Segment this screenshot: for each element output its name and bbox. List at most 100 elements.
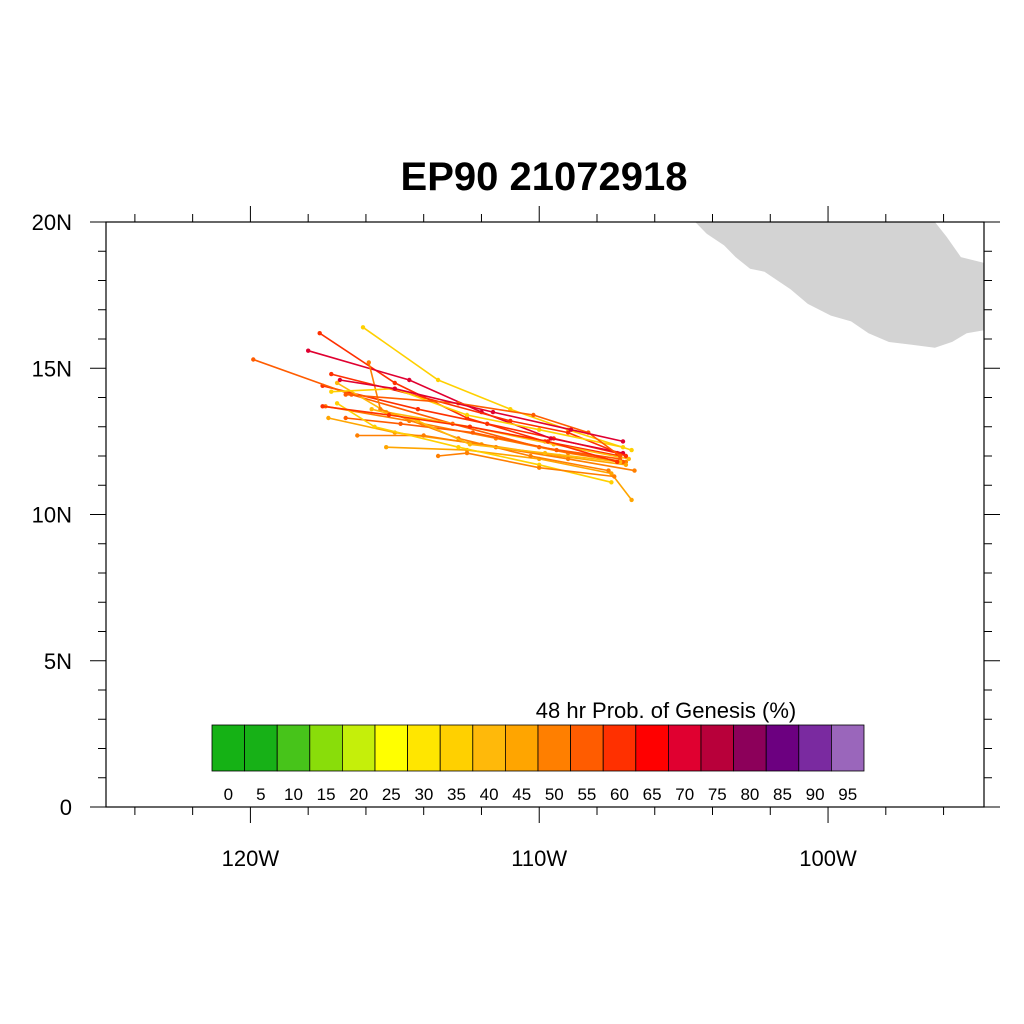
track-point — [537, 465, 542, 470]
lon-label: 120W — [222, 846, 280, 871]
colorbar-swatch — [341, 724, 376, 772]
track-point — [329, 371, 334, 377]
colorbar-label: 50 — [545, 785, 564, 804]
lat-label: 0 — [60, 795, 72, 820]
axis-ticks — [90, 206, 1000, 823]
track-point — [329, 389, 334, 394]
track-point — [609, 480, 614, 485]
track-point — [620, 439, 626, 444]
colorbar-swatch — [635, 724, 669, 772]
colorbar-swatch — [439, 724, 474, 772]
track-ensemble — [251, 325, 637, 503]
track-point — [464, 412, 470, 418]
track-point — [384, 445, 389, 450]
track-point — [623, 462, 629, 467]
colorbar-swatch — [472, 724, 506, 772]
track-point — [565, 456, 571, 462]
track-point — [251, 357, 256, 362]
colorbar-swatch — [733, 724, 767, 772]
colorbar-label: 40 — [480, 785, 499, 804]
track-point — [320, 404, 325, 409]
track-point — [435, 377, 441, 383]
longitude-labels: 120W 110W 100W — [222, 846, 857, 871]
colorbar-swatch — [537, 724, 571, 772]
track-point — [626, 456, 631, 462]
colorbar-swatch — [831, 724, 865, 772]
colorbar-label: 60 — [610, 785, 629, 804]
lon-label: 100W — [799, 846, 857, 871]
track-point — [435, 453, 441, 459]
track-point — [386, 412, 392, 418]
colorbar-label: 5 — [256, 785, 265, 804]
colorbar-label: 55 — [577, 785, 596, 804]
colorbar-label: 65 — [643, 785, 662, 804]
track-point — [355, 433, 360, 438]
colorbar-swatch — [798, 724, 832, 772]
track-point — [531, 412, 536, 418]
track-point — [623, 453, 629, 459]
track-point — [632, 468, 637, 473]
track-point — [306, 348, 311, 353]
track-point — [334, 380, 340, 386]
colorbar-label: 25 — [382, 785, 401, 804]
track-point — [606, 468, 611, 473]
colorbar-label: 20 — [349, 785, 368, 804]
track-point — [464, 450, 470, 456]
lat-label: 20N — [32, 210, 72, 235]
track-point — [456, 445, 461, 450]
colorbar: 0 5 10 15 20 25 30 35 40 45 50 55 60 65 70 75 80 85 90 95 — [211, 724, 865, 804]
track-point — [528, 453, 533, 459]
lon-label: 110W — [511, 846, 567, 871]
colorbar-label: 85 — [773, 785, 792, 804]
colorbar-label: 80 — [740, 785, 759, 804]
track-point — [326, 415, 331, 421]
colorbar-swatch — [244, 724, 278, 772]
track-line — [438, 452, 615, 478]
colorbar-swatch — [309, 724, 343, 772]
track-point — [317, 331, 322, 336]
colorbar-label: 0 — [224, 785, 233, 804]
track-point — [421, 433, 426, 438]
track-point — [508, 418, 513, 424]
track-point — [542, 450, 548, 456]
colorbar-swatch — [700, 724, 734, 772]
track-point — [565, 430, 571, 435]
colorbar-swatch — [374, 724, 408, 772]
track-line — [253, 358, 621, 460]
track-line — [345, 417, 624, 463]
track-point — [490, 409, 496, 415]
track-point — [334, 401, 340, 406]
colorbar-swatch — [570, 724, 604, 772]
colorbar-label: 95 — [838, 785, 857, 804]
colorbar-label: 35 — [447, 785, 466, 804]
track-point — [360, 325, 366, 330]
colorbar-swatch — [276, 724, 311, 772]
track-point — [545, 439, 551, 444]
lat-label: 10N — [32, 503, 72, 528]
track-point — [372, 424, 377, 429]
track-point — [392, 380, 397, 386]
track-point — [343, 392, 348, 397]
track-point — [620, 445, 626, 450]
track-point — [467, 424, 473, 429]
track-point — [629, 497, 634, 503]
track-point — [392, 386, 397, 391]
colorbar-label: 45 — [512, 785, 531, 804]
colorbar-swatch — [602, 724, 637, 772]
land-mass-mexico — [695, 222, 984, 348]
track-line — [336, 382, 629, 460]
colorbar-label: 30 — [414, 785, 433, 804]
colorbar-label: 90 — [806, 785, 825, 804]
colorbar-label: 70 — [675, 785, 694, 804]
track-point — [629, 447, 634, 453]
track-point — [548, 436, 553, 441]
colorbar-label: 75 — [708, 785, 727, 804]
map-title: EP90 21072918 — [401, 155, 688, 199]
lat-label: 5N — [44, 649, 72, 674]
colorbar-swatch — [668, 724, 702, 772]
colorbar-swatch — [211, 724, 245, 772]
track-point — [366, 360, 371, 365]
track-point — [343, 415, 348, 421]
colorbar-swatch — [407, 724, 441, 772]
track-point — [398, 421, 403, 426]
